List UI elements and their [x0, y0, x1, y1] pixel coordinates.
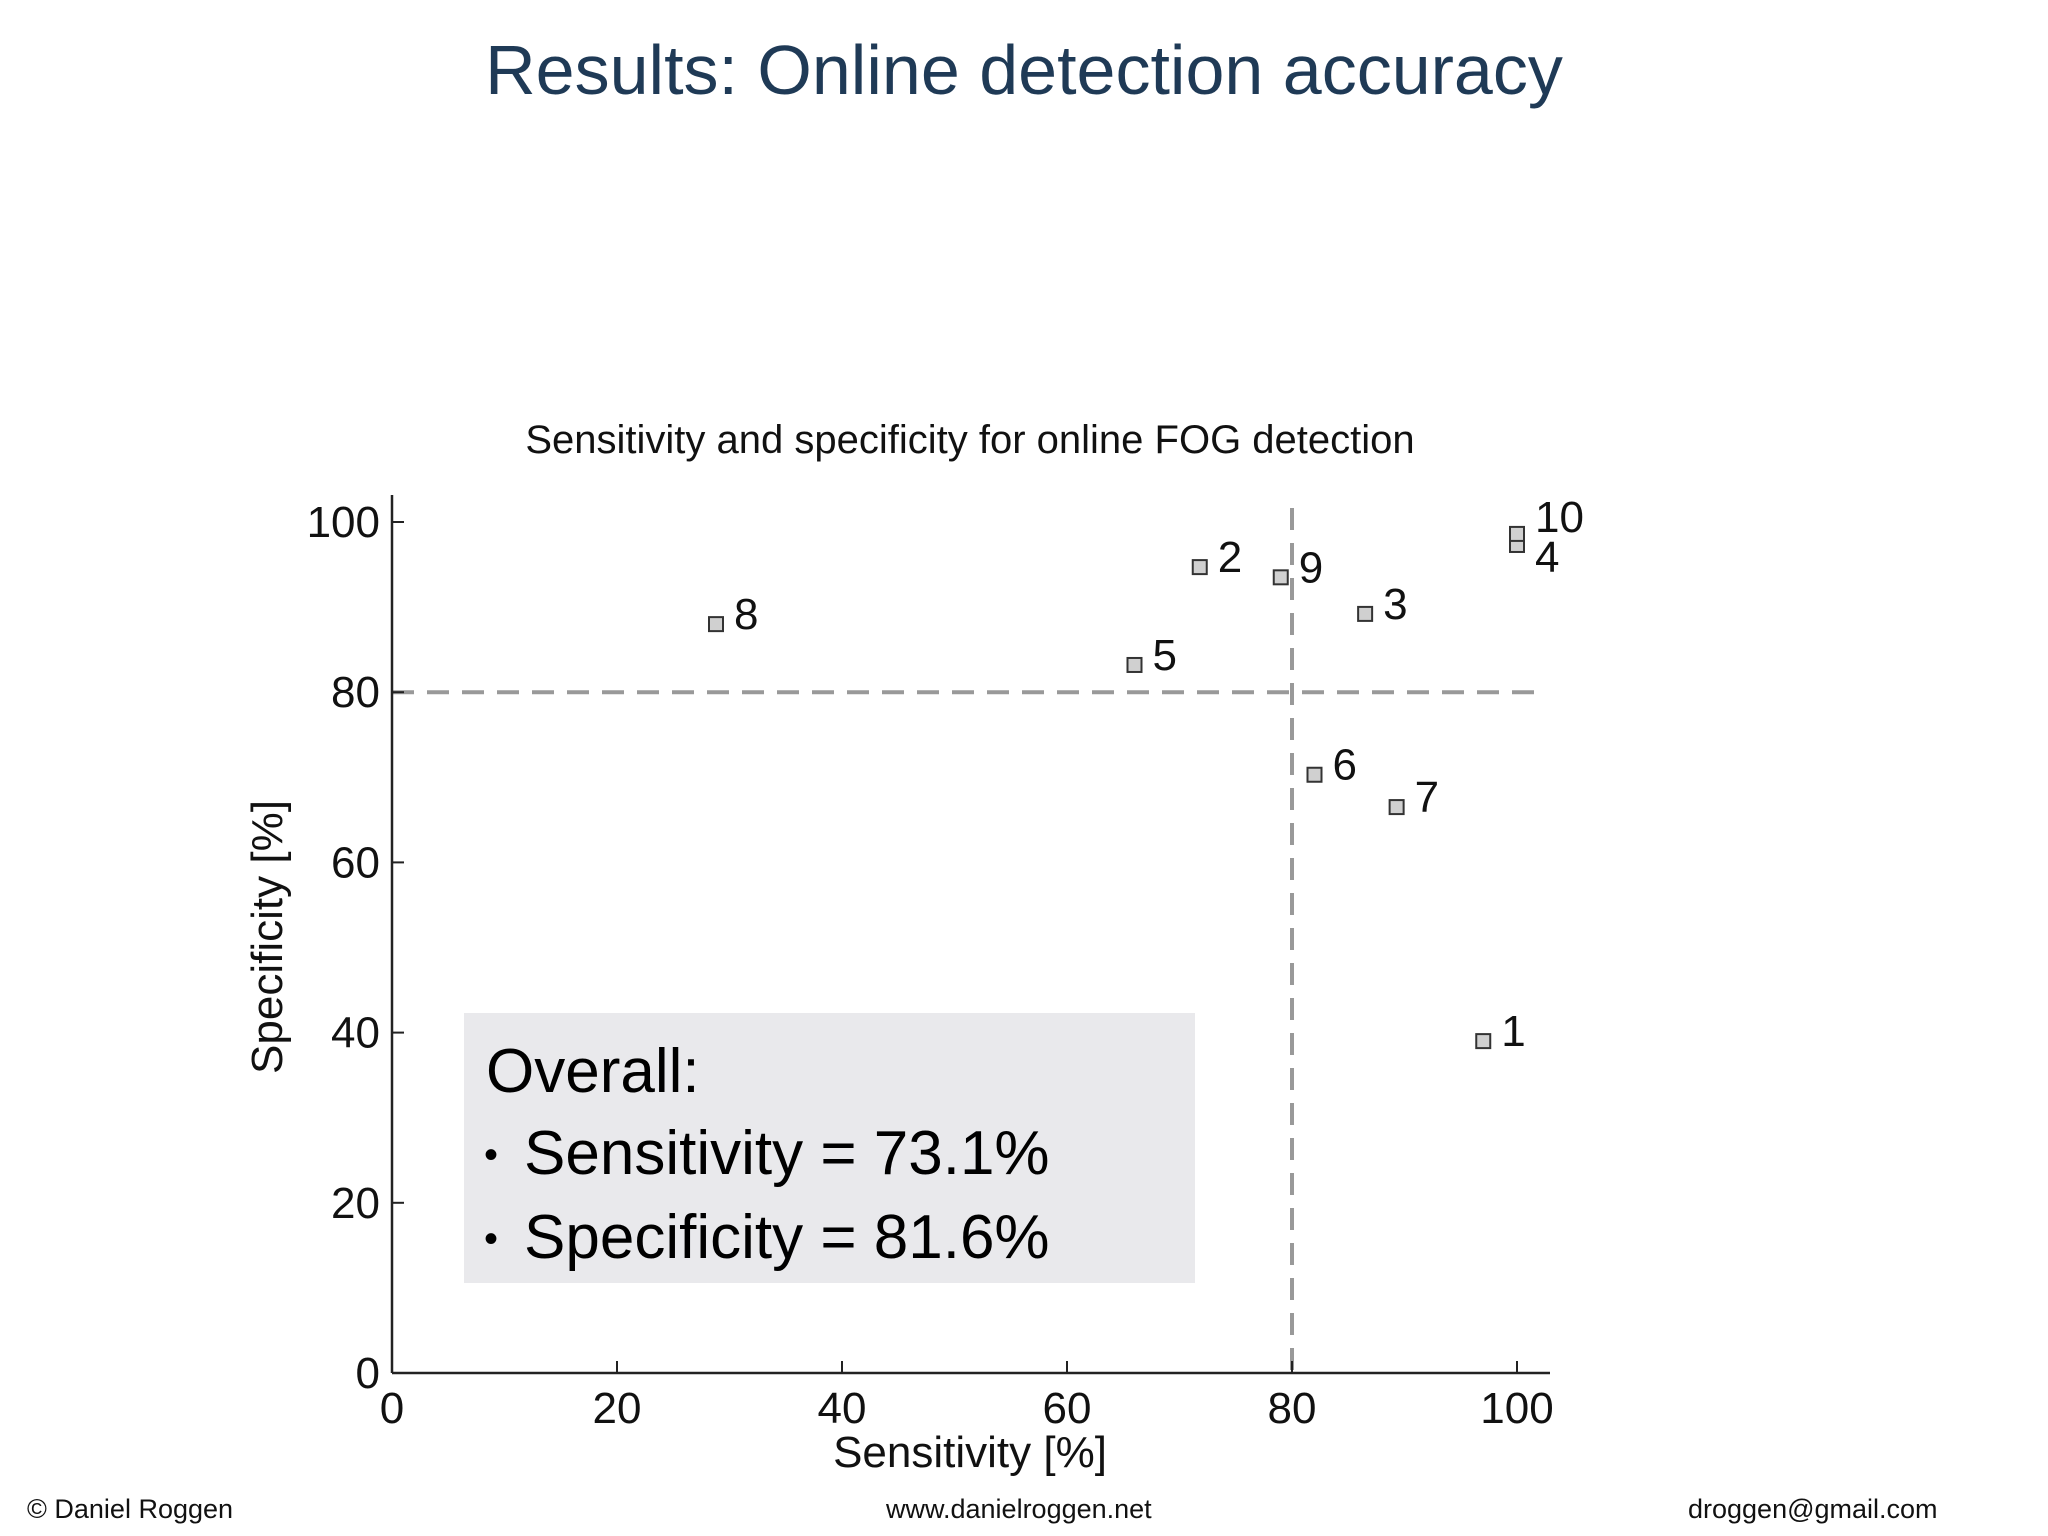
x-tick-label: 0 — [380, 1384, 404, 1433]
footer-email[interactable]: droggen@gmail.com — [1688, 1494, 1938, 1524]
x-tick-label: 20 — [593, 1384, 642, 1433]
axes — [390, 495, 1550, 1375]
footer-author: © Daniel Roggen — [27, 1494, 234, 1524]
y-tick-label: 40 — [331, 1009, 380, 1058]
annotation-line-specificity: Specificity = 81.6% — [524, 1203, 1050, 1272]
y-tick-label: 0 — [356, 1349, 380, 1398]
tick-labels: 0 20 40 60 80 100 0 20 40 60 80 100 — [307, 498, 1554, 1433]
annotation-bullet-1: • — [484, 1133, 498, 1177]
point-label-9: 9 — [1299, 543, 1323, 592]
data-point-10 — [1509, 525, 1525, 542]
point-label-10: 10 — [1535, 493, 1584, 542]
annotation-line-sensitivity: Sensitivity = 73.1% — [524, 1119, 1050, 1188]
data-point-2 — [1191, 559, 1208, 576]
data-point-7 — [1388, 799, 1405, 816]
x-tick-label: 80 — [1268, 1384, 1317, 1433]
overall-annotation: Overall: • Sensitivity = 73.1% • Specifi… — [464, 1013, 1195, 1283]
point-label-8: 8 — [734, 590, 758, 639]
x-axis-label: Sensitivity [%] — [833, 1428, 1107, 1477]
point-label-6: 6 — [1333, 741, 1357, 790]
slide-title: Results: Online detection accuracy — [485, 31, 1563, 109]
data-point-9 — [1272, 569, 1289, 586]
footer-website[interactable]: www.danielroggen.net — [886, 1494, 1152, 1524]
data-point-6 — [1306, 766, 1323, 783]
x-tick-label: 60 — [1043, 1384, 1092, 1433]
y-tick-label: 100 — [307, 498, 380, 547]
x-tick-label: 40 — [818, 1384, 867, 1433]
point-label-4: 4 — [1535, 533, 1559, 582]
y-axis-label: Specificity [%] — [243, 800, 292, 1074]
reference-lines — [392, 508, 1540, 1373]
point-label-1: 1 — [1501, 1007, 1525, 1056]
point-label-3: 3 — [1383, 580, 1407, 629]
annotation-heading: Overall: — [486, 1037, 700, 1106]
data-point-8 — [708, 616, 724, 633]
data-point-5 — [1126, 656, 1143, 673]
data-point-1 — [1475, 1033, 1492, 1050]
x-tick-label: 100 — [1480, 1384, 1553, 1433]
point-label-7: 7 — [1415, 773, 1439, 822]
data-point-3 — [1357, 605, 1374, 622]
data-points: 1 2 3 4 5 6 7 8 9 10 — [708, 493, 1584, 1056]
y-tick-label: 80 — [331, 668, 380, 717]
annotation-box — [464, 1013, 1195, 1283]
annotation-bullet-2: • — [484, 1217, 498, 1261]
point-label-5: 5 — [1153, 631, 1177, 680]
y-tick-label: 20 — [331, 1179, 380, 1228]
point-label-2: 2 — [1218, 533, 1242, 582]
chart-title: Sensitivity and specificity for online F… — [525, 418, 1414, 462]
y-tick-label: 60 — [331, 838, 380, 887]
